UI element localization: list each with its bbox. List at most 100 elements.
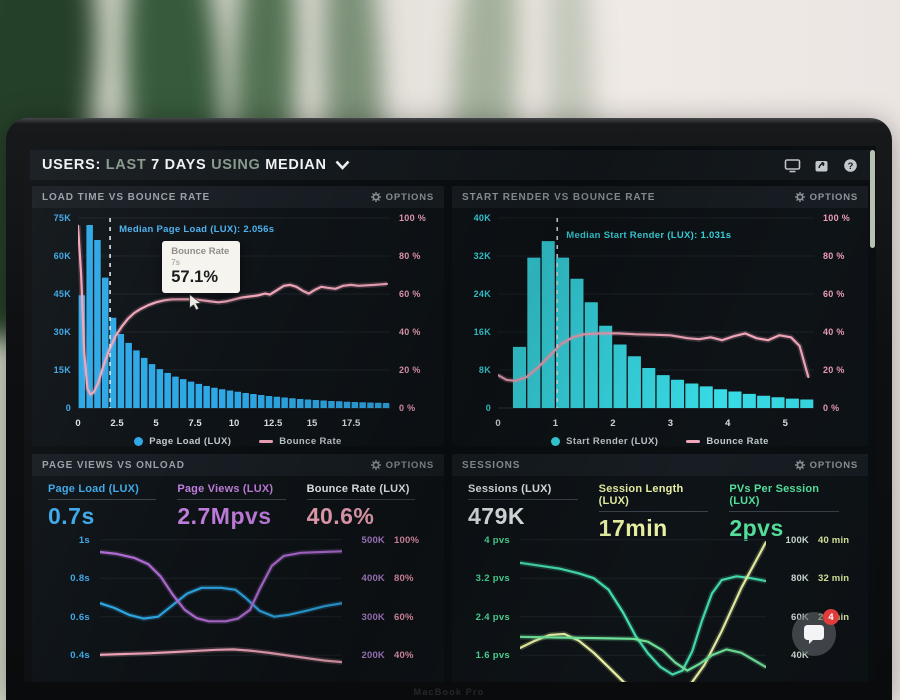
chat-unread-badge: 4 xyxy=(823,609,839,625)
options-button[interactable]: OPTIONS xyxy=(794,192,858,203)
y-axis-right: 100 % 80 % 60 % 40 % 20 % 0 % xyxy=(390,213,438,415)
median-annotation: Median Start Render (LUX): 1.031s xyxy=(566,229,732,241)
axis-tick-label: 80 % xyxy=(399,251,421,261)
scrollbar[interactable] xyxy=(870,150,875,248)
axis-tick-label: 60 % xyxy=(823,289,845,299)
metric-label: Page Views (LUX) xyxy=(177,483,274,495)
axis-tick-row: 40K xyxy=(790,650,809,662)
dropdown-label-segment: USERS: xyxy=(42,157,101,173)
axis-tick-label: 0 xyxy=(485,403,491,413)
axis-tick-label: 5 xyxy=(782,418,788,429)
metric-divider xyxy=(729,511,839,512)
axis-tick-label: 30K xyxy=(53,327,71,337)
axis-tick-label: 100 % xyxy=(399,213,427,223)
axis-tick-label: 10 xyxy=(228,418,240,429)
options-label: OPTIONS xyxy=(385,459,434,471)
metric-divider xyxy=(468,499,578,500)
metric-label: Bounce Rate (LUX) xyxy=(306,483,410,495)
options-button[interactable]: OPTIONS xyxy=(794,459,858,471)
dropdown-label-segment: USING xyxy=(206,157,261,173)
options-label: OPTIONS xyxy=(809,459,858,471)
legend-line-swatch xyxy=(686,439,701,443)
axis-tick-label: 3 xyxy=(667,418,674,429)
start-render-chart: 40K 32K 24K 16K 8K 0 Median Start Render (LUX… xyxy=(452,208,868,446)
axis-tick-row: 80K 32 min xyxy=(790,573,850,585)
axis-tick-label: 80 % xyxy=(823,251,845,261)
metric-label: Sessions (LUX) xyxy=(468,483,552,495)
chart-tooltip: Bounce Rate 7s 57.1% xyxy=(162,241,241,294)
axis-tick-row: 300K 60% xyxy=(361,611,414,623)
options-button[interactable]: OPTIONS xyxy=(370,459,434,471)
axis-tick-row: 400K 80% xyxy=(361,573,414,585)
metric-page-load: Page Load (LUX) 0.7s xyxy=(48,483,177,530)
axis-tick-label: 15K xyxy=(53,365,71,375)
axis-tick-label: 17.5 xyxy=(341,418,361,429)
panel-title: START RENDER VS BOUNCE RATE xyxy=(462,191,656,203)
axis-tick-label: 2 xyxy=(610,418,616,429)
axis-tick-label: 15 xyxy=(306,418,318,429)
page-views-onload-chart-plot[interactable] xyxy=(100,532,342,682)
x-axis: 0 2.5 5 7.5 10 12.5 15 17.5 xyxy=(75,415,390,431)
metric-value: 2.7Mpvs xyxy=(177,503,272,529)
chart-legend: Page Load (LUX) Bounce Rate xyxy=(38,431,438,446)
laptop-brand-text: MacBook Pro xyxy=(413,687,485,697)
legend-line-swatch xyxy=(259,439,274,443)
panel-title: SESSIONS xyxy=(462,459,521,471)
legend-dot-swatch xyxy=(551,436,561,446)
legend-dot-swatch xyxy=(134,436,144,446)
options-label: OPTIONS xyxy=(385,191,434,203)
axis-tick-label: 5 xyxy=(153,418,159,429)
legend-item: Bounce Rate xyxy=(259,436,341,446)
metric-divider xyxy=(48,499,157,500)
axis-tick-label: 0.4s xyxy=(70,650,90,662)
y-axis-right: 500K 100% 400K 80% 300K 60% 200K 40% xyxy=(342,532,438,682)
y-axis-left: 40K 32K 24K 16K 8K 0 xyxy=(458,213,498,415)
users-period-dropdown[interactable]: USERS: LAST 7 DAYS USING MEDIAN xyxy=(42,157,350,173)
chart-legend: Start Render (LUX) Bounce Rate xyxy=(458,431,862,446)
start-render-chart-plot[interactable]: Median Start Render (LUX): 1.031s xyxy=(498,216,814,415)
axis-tick-label: 1.6 pvs xyxy=(475,650,510,662)
axis-tick-label: 40K xyxy=(473,213,491,223)
axis-tick-label: 2.5 xyxy=(110,418,124,429)
axis-tick-label: 60K xyxy=(53,251,71,261)
chevron-down-icon xyxy=(335,160,350,170)
page-views-onload-chart: 1s 0.8s 0.6s 0.4s 500K 100% 400K 80% 300K 60% 200… xyxy=(32,530,444,682)
metrics-row: Page Load (LUX) 0.7s Page Views (LUX) 2.… xyxy=(32,476,444,530)
panel-header: LOAD TIME VS BOUNCE RATE OPTIONS xyxy=(32,186,444,208)
axis-tick-label: 60 % xyxy=(399,289,421,299)
dropdown-label-segment: 7 DAYS xyxy=(146,157,207,173)
axis-tick-label: 8K xyxy=(478,365,491,375)
dropdown-label: USERS: LAST 7 DAYS USING MEDIAN xyxy=(42,157,327,173)
axis-tick-label: 7.5 xyxy=(188,418,202,429)
axis-tick-label: 40 % xyxy=(823,327,845,337)
metric-divider xyxy=(177,499,286,500)
axis-tick-label: 20 % xyxy=(823,365,845,375)
display-icon[interactable] xyxy=(784,158,801,173)
axis-tick-label: 16K xyxy=(473,327,491,337)
dashboard-top-bar: USERS: LAST 7 DAYS USING MEDIAN xyxy=(30,150,870,180)
cursor-icon xyxy=(189,293,202,316)
metric-page-views: Page Views (LUX) 2.7Mpvs xyxy=(177,483,306,530)
legend-item: Page Load (LUX) xyxy=(134,436,231,446)
options-button[interactable]: OPTIONS xyxy=(370,191,434,203)
chat-bubble-icon xyxy=(804,625,824,644)
laptop-body: USERS: LAST 7 DAYS USING MEDIAN xyxy=(6,118,892,700)
metric-pvs-per-session: PVs Per Session (LUX) 2pvs xyxy=(729,483,860,541)
metric-value: 40.6% xyxy=(306,503,375,529)
axis-tick-label: 40 % xyxy=(399,327,421,337)
metric-value: 479K xyxy=(468,503,525,529)
metric-label: Page Load (LUX) xyxy=(48,483,140,495)
dashboard-screen: USERS: LAST 7 DAYS USING MEDIAN xyxy=(24,146,876,682)
panel-start-render-vs-bounce-rate: START RENDER VS BOUNCE RATE OPTIONS 40K 3… xyxy=(452,186,868,446)
sessions-chart-plot[interactable] xyxy=(520,532,766,682)
chat-widget-button[interactable]: 4 xyxy=(792,609,839,656)
panel-header: PAGE VIEWS VS ONLOAD OPTIONS xyxy=(32,454,444,476)
help-icon[interactable]: ? xyxy=(843,158,858,173)
axis-tick-label: 0.6s xyxy=(70,611,90,623)
export-icon[interactable] xyxy=(814,158,830,173)
load-time-chart-plot[interactable]: Median Page Load (LUX): 2.056s Bounce Rat… xyxy=(78,216,390,415)
legend-item: Start Render (LUX) xyxy=(551,436,658,446)
y-axis-left: 1s 0.8s 0.6s 0.4s xyxy=(38,532,100,682)
